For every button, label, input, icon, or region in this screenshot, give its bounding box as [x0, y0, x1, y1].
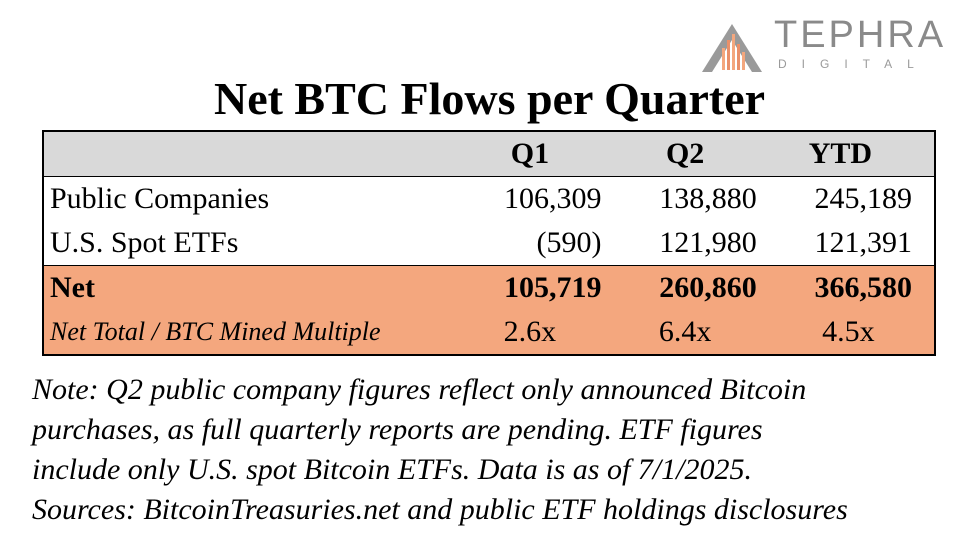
row-label: U.S. Spot ETFs: [50, 226, 239, 259]
cell-ytd: 245,189: [814, 182, 913, 215]
footnote-line: purchases, as full quarterly reports are…: [32, 413, 763, 446]
header-cell-ytd: YTD: [762, 131, 935, 177]
cell-ytd: 366,580: [814, 271, 913, 304]
btc-flows-table: Q1 Q2 YTD Public Companies 106,309 138,8…: [42, 130, 936, 356]
cell-ytd: 4.5x: [822, 315, 875, 348]
tephra-digital-logo: TEPHRA DIGITAL: [700, 14, 950, 74]
cell-q1: 2.6x: [503, 315, 557, 348]
footnote-line: Note: Q2 public company figures reflect …: [32, 373, 807, 406]
row-label: Public Companies: [50, 182, 270, 215]
cell-q2: 121,980: [659, 226, 757, 259]
cell-q1: 106,309: [504, 182, 602, 215]
header-cell-q2: Q2: [607, 131, 763, 177]
cell-q2: 138,880: [659, 182, 757, 215]
table-row-spot-etfs: U.S. Spot ETFs (590) 121,980 121,391: [43, 221, 935, 266]
header-cell-label: [43, 131, 453, 177]
row-label: Net Total / BTC Mined Multiple: [50, 317, 381, 346]
table-row-mined-multiple: Net Total / BTC Mined Multiple 2.6x 6.4x…: [43, 310, 935, 355]
cell-q2: 6.4x: [658, 315, 712, 348]
table-title: Net BTC Flows per Quarter: [213, 73, 766, 124]
logo-word: TEPHRA: [774, 14, 947, 56]
cell-ytd: 121,391: [814, 226, 913, 259]
cell-q1: 105,719: [504, 271, 602, 304]
table-row-net: Net 105,719 260,860 366,580: [43, 265, 935, 310]
footnote-line: include only U.S. spot Bitcoin ETFs. Dat…: [32, 453, 752, 486]
header-cell-q1: Q1: [452, 131, 608, 177]
mountain-bars-icon: [702, 24, 762, 72]
footnote: Note: Q2 public company figures reflect …: [32, 370, 972, 530]
cell-q2: 260,860: [659, 271, 757, 304]
cell-q1: (590): [536, 226, 602, 259]
logo-subword: DIGITAL: [778, 57, 929, 71]
header-row: Q1 Q2 YTD: [43, 131, 935, 177]
footnote-line: Sources: BitcoinTreasuries.net and publi…: [32, 493, 848, 526]
table-row-public-companies: Public Companies 106,309 138,880 245,189: [43, 177, 935, 222]
row-label: Net: [50, 271, 95, 304]
